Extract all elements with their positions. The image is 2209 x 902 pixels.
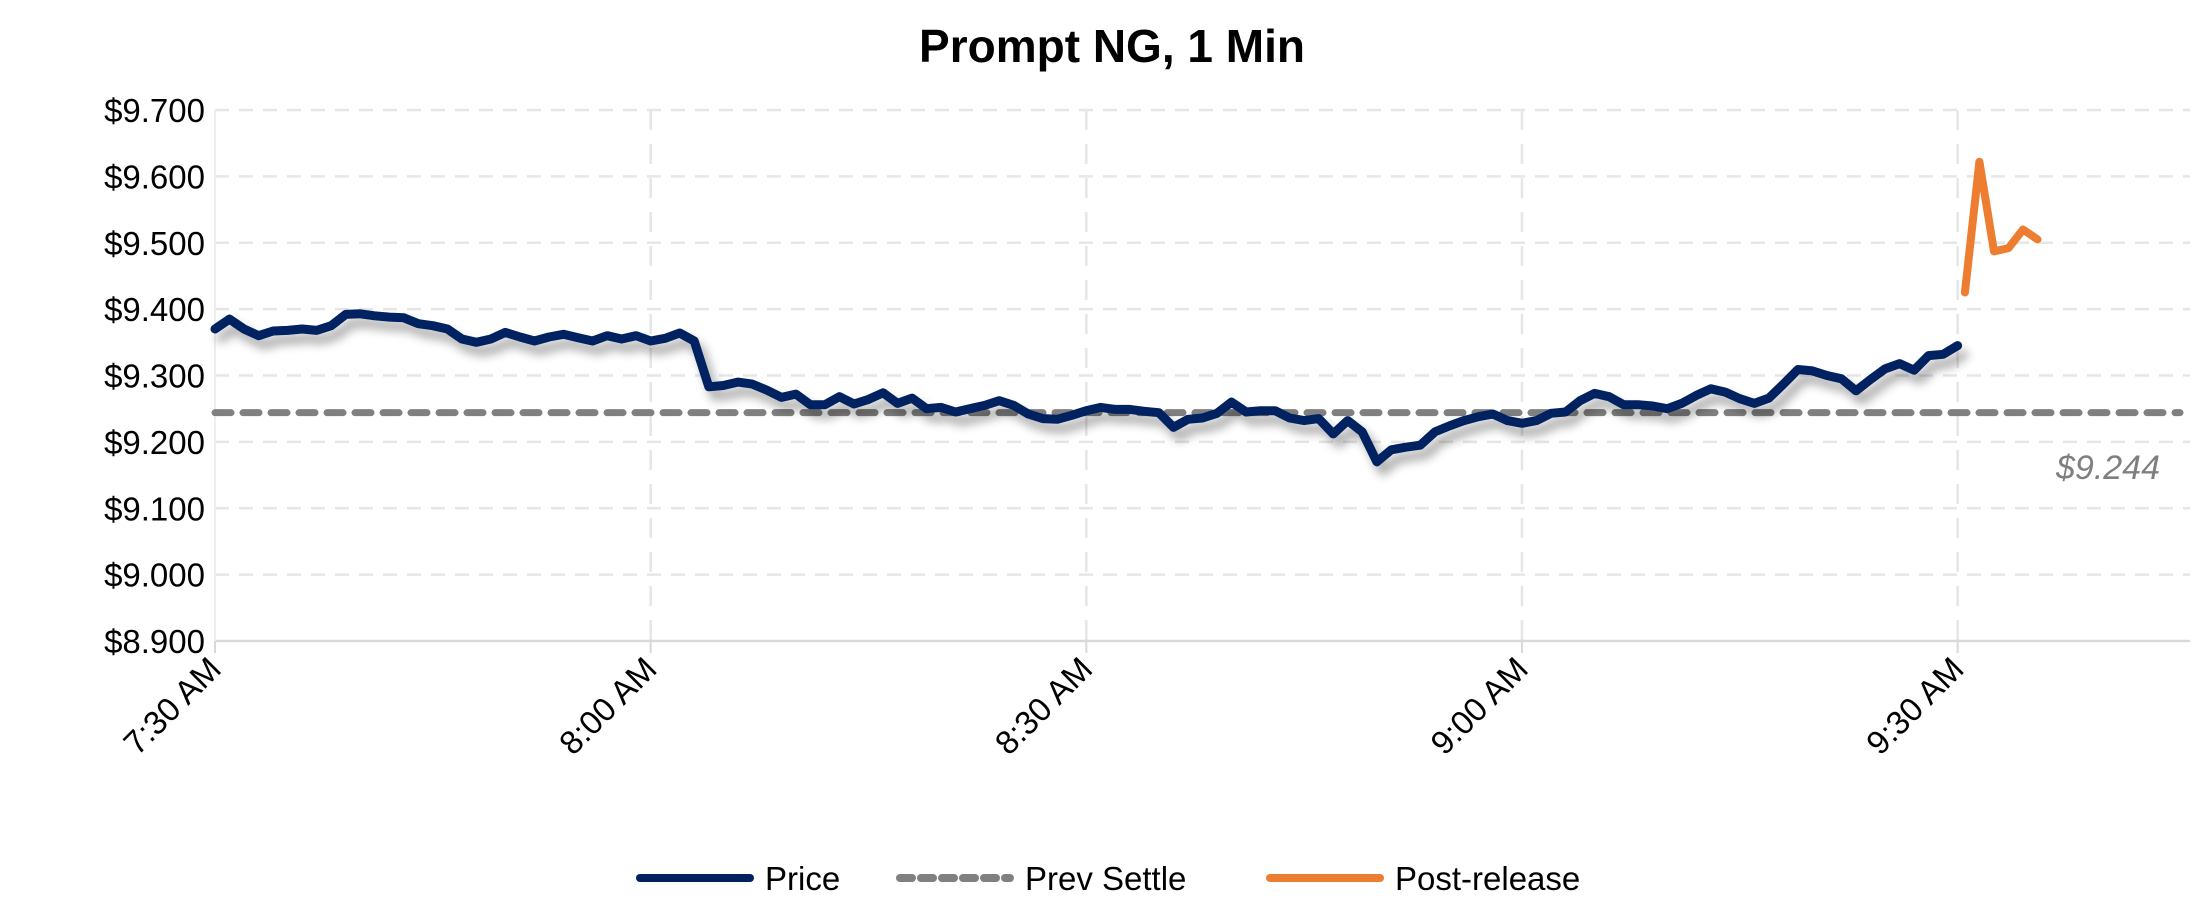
y-tick-label: $8.900 (104, 623, 205, 660)
y-tick-label: $9.100 (104, 490, 205, 527)
y-tick-label: $9.000 (104, 557, 205, 594)
x-tick-label: 7:30 AM (116, 650, 228, 762)
x-axis-ticks: 7:30 AM 8:00 AM 8:30 AM 9:00 AM 9:30 AM (116, 650, 1970, 762)
legend-label: Post-release (1395, 860, 1580, 897)
prev-settle-label: $9.244 (2055, 449, 2160, 487)
y-tick-label: $9.700 (104, 92, 205, 129)
post-release-line (1960, 157, 2042, 297)
gridlines (215, 108, 2190, 641)
x-tick-label: 8:30 AM (987, 650, 1099, 762)
y-tick-label: $9.600 (104, 158, 205, 195)
y-tick-label: $9.400 (104, 291, 205, 328)
x-tick-label: 9:00 AM (1423, 650, 1535, 762)
x-tick-label: 8:00 AM (552, 650, 664, 762)
y-tick-label: $9.500 (104, 225, 205, 262)
legend-label: Prev Settle (1025, 860, 1186, 897)
y-tick-label: $9.300 (104, 358, 205, 395)
price-line (210, 309, 1963, 467)
axes (214, 110, 2190, 653)
y-axis-ticks: $8.900 $9.000 $9.100 $9.200 $9.300 $9.400 $9.5… (104, 92, 205, 660)
chart-title: Prompt NG, 1 Min (919, 20, 1305, 72)
series-lines (210, 157, 2184, 467)
y-tick-label: $9.200 (104, 424, 205, 461)
legend-label: Price (765, 860, 840, 897)
x-tick-label: 9:30 AM (1859, 650, 1971, 762)
legend: Price Prev Settle Post-release (636, 860, 1580, 897)
